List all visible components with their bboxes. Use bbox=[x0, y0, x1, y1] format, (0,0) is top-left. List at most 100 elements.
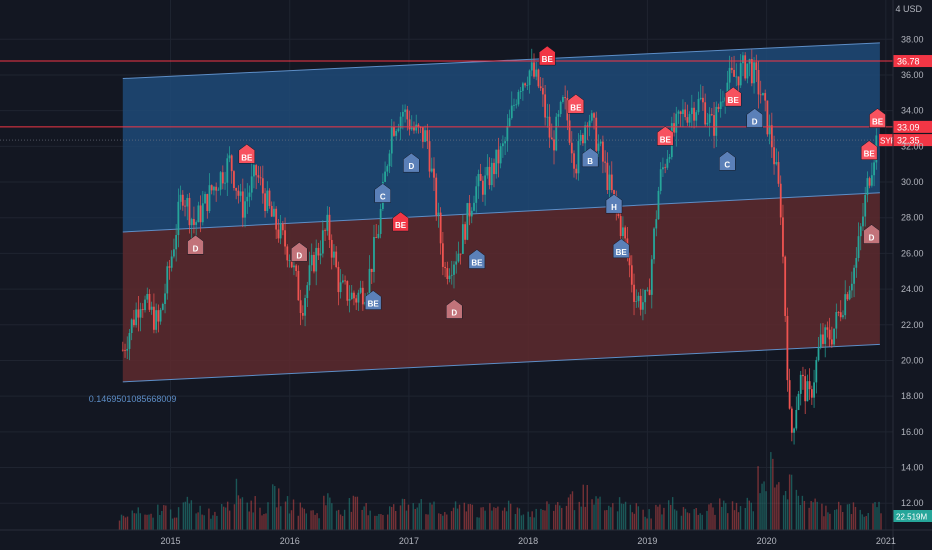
candle-body bbox=[613, 190, 615, 196]
volume-bar bbox=[252, 512, 254, 530]
candle-body bbox=[728, 67, 731, 83]
candle-body bbox=[439, 212, 442, 244]
price-tag-bg bbox=[893, 55, 932, 68]
event-marker-label: D bbox=[752, 118, 758, 127]
volume-bar bbox=[267, 502, 269, 530]
event-marker[interactable] bbox=[567, 93, 585, 114]
candle-body bbox=[181, 194, 184, 206]
event-marker[interactable] bbox=[863, 224, 880, 244]
candle-body bbox=[230, 155, 233, 172]
channel-upper-zone bbox=[122, 42, 880, 232]
candle-body bbox=[590, 113, 593, 121]
candle-body bbox=[206, 194, 209, 211]
event-marker[interactable] bbox=[403, 152, 420, 173]
event-marker[interactable] bbox=[392, 211, 409, 232]
event-marker[interactable] bbox=[291, 242, 308, 262]
event-marker[interactable] bbox=[746, 108, 763, 128]
volume-bar bbox=[731, 501, 734, 530]
volume-bar bbox=[655, 504, 657, 530]
volume-bar bbox=[122, 515, 125, 530]
volume-bar bbox=[808, 507, 810, 530]
volume-bar bbox=[833, 509, 836, 530]
regression-channel[interactable] bbox=[122, 42, 880, 383]
event-marker[interactable] bbox=[605, 193, 623, 214]
volume-bar bbox=[803, 500, 806, 530]
candle-body bbox=[524, 83, 527, 86]
event-marker[interactable] bbox=[364, 290, 382, 310]
candle-body bbox=[479, 173, 482, 181]
volume-bar bbox=[714, 514, 716, 530]
channel-lower-line[interactable] bbox=[122, 343, 880, 383]
annotations[interactable]: BE D D C BE BE D D BE BE BE B H BE BE BE D C BE BE D bbox=[187, 45, 886, 319]
y-tick-label: 38.00 bbox=[901, 34, 924, 44]
candle-body bbox=[288, 260, 291, 261]
volume-bar bbox=[733, 510, 736, 530]
candle-body bbox=[484, 175, 487, 195]
event-marker-label: B bbox=[587, 157, 593, 166]
candle-body bbox=[248, 192, 251, 197]
candle-body bbox=[537, 69, 540, 87]
volume-bar bbox=[544, 510, 546, 530]
candle-body bbox=[764, 93, 767, 101]
candle-body bbox=[859, 226, 862, 237]
volume-bar bbox=[727, 513, 729, 530]
event-marker[interactable] bbox=[374, 183, 391, 203]
channel-middle-line[interactable] bbox=[122, 192, 880, 233]
volume-bar bbox=[750, 502, 752, 530]
candle-body bbox=[388, 153, 391, 167]
candle-body bbox=[815, 360, 818, 383]
volume-bar bbox=[137, 507, 139, 530]
candle-body bbox=[350, 292, 353, 300]
candle-body bbox=[386, 166, 389, 172]
event-marker[interactable] bbox=[238, 143, 256, 164]
y-axis[interactable]: 38.00 36.00 34.00 32.00 30.00 28.00 26.00 24.00… bbox=[892, 0, 924, 550]
event-marker[interactable] bbox=[538, 45, 556, 66]
event-marker[interactable] bbox=[446, 299, 463, 319]
event-marker[interactable] bbox=[187, 234, 204, 255]
candle-body bbox=[842, 315, 844, 318]
volume-bar bbox=[456, 508, 459, 530]
event-marker[interactable] bbox=[869, 108, 886, 128]
volume-bar bbox=[880, 513, 882, 530]
volume-bar bbox=[631, 512, 634, 530]
candle-body bbox=[710, 114, 713, 116]
candle-body bbox=[653, 228, 655, 260]
event-marker[interactable] bbox=[581, 147, 599, 168]
event-marker[interactable] bbox=[724, 86, 742, 107]
currency-label: 4 USD bbox=[895, 4, 922, 14]
candle-body bbox=[221, 172, 224, 184]
candle-body bbox=[321, 230, 324, 254]
event-marker[interactable] bbox=[860, 140, 878, 160]
event-marker[interactable] bbox=[657, 126, 674, 146]
candle-body bbox=[344, 280, 346, 282]
y-tick-label: 20.00 bbox=[901, 355, 924, 365]
candle-body bbox=[421, 127, 424, 142]
candle-body bbox=[226, 158, 229, 183]
event-marker[interactable] bbox=[612, 238, 630, 259]
volume-bar bbox=[297, 515, 300, 530]
candle-body bbox=[568, 120, 571, 143]
event-marker[interactable] bbox=[468, 249, 486, 269]
event-marker-label: BE bbox=[864, 150, 876, 159]
candle-body bbox=[433, 168, 435, 178]
candle-body bbox=[506, 126, 509, 142]
volume-bar bbox=[752, 511, 754, 530]
candle-body bbox=[813, 382, 815, 398]
volume-bar bbox=[131, 510, 133, 530]
volume-bar bbox=[339, 514, 342, 530]
volume-bar bbox=[352, 495, 355, 530]
candle-body bbox=[868, 178, 871, 186]
candle-body bbox=[219, 172, 222, 190]
volume-bar bbox=[859, 509, 861, 530]
volume-bar bbox=[514, 513, 517, 530]
volume-bar bbox=[553, 510, 555, 530]
candle-body bbox=[593, 113, 595, 118]
candle-body bbox=[295, 265, 298, 271]
candle-body bbox=[773, 147, 775, 165]
volume-bar bbox=[329, 497, 331, 530]
volume-bar bbox=[476, 517, 478, 530]
x-axis[interactable]: 2015 2016 2017 2018 2019 2020 2021 bbox=[0, 529, 932, 546]
event-marker[interactable] bbox=[719, 151, 736, 171]
